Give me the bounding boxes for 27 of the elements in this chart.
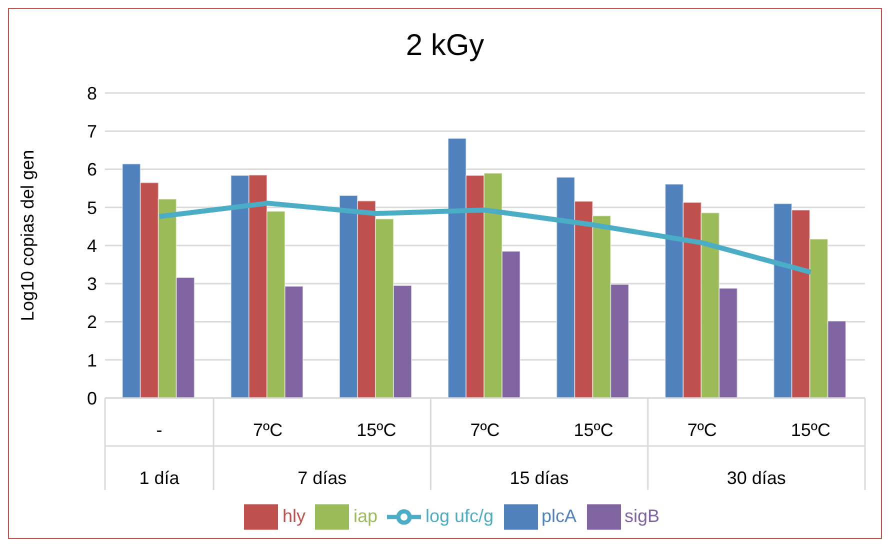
y-tick-label: 4 bbox=[86, 236, 97, 256]
y-tick-label: 6 bbox=[86, 160, 97, 180]
y-tick-label: 3 bbox=[86, 274, 97, 294]
x-tick-label: 7ºC bbox=[470, 420, 500, 440]
y-tick-label: 5 bbox=[86, 198, 97, 218]
legend-label: hly bbox=[282, 506, 306, 526]
legend-label: log ufc/g bbox=[425, 506, 494, 526]
text: 30 días bbox=[726, 468, 786, 488]
legend-label: iap bbox=[353, 506, 378, 526]
text: 15 días bbox=[510, 468, 569, 488]
legend-label: sigB bbox=[624, 506, 660, 526]
x-tick-label: 15ºC bbox=[574, 420, 614, 440]
text: 7 días bbox=[298, 468, 347, 488]
x-tick-label: - bbox=[156, 420, 162, 440]
x-tick-label: 7ºC bbox=[253, 420, 283, 440]
x-tick-label: 7ºC bbox=[687, 420, 717, 440]
y-tick-label: 0 bbox=[86, 388, 97, 408]
y-tick-label: 8 bbox=[86, 83, 97, 104]
x-tick-label: 15ºC bbox=[356, 420, 396, 440]
y-axis-title: Log10 copias del gen bbox=[17, 150, 38, 322]
y-tick-label: 7 bbox=[86, 122, 97, 142]
legend-label: plcA bbox=[542, 506, 577, 526]
text: 1 día bbox=[139, 468, 180, 488]
x-tick-label: 15ºC bbox=[790, 420, 831, 440]
y-tick-label: 2 bbox=[86, 312, 97, 332]
y-tick-label: 1 bbox=[86, 350, 97, 370]
chart-title: 2 kGy bbox=[404, 29, 486, 63]
